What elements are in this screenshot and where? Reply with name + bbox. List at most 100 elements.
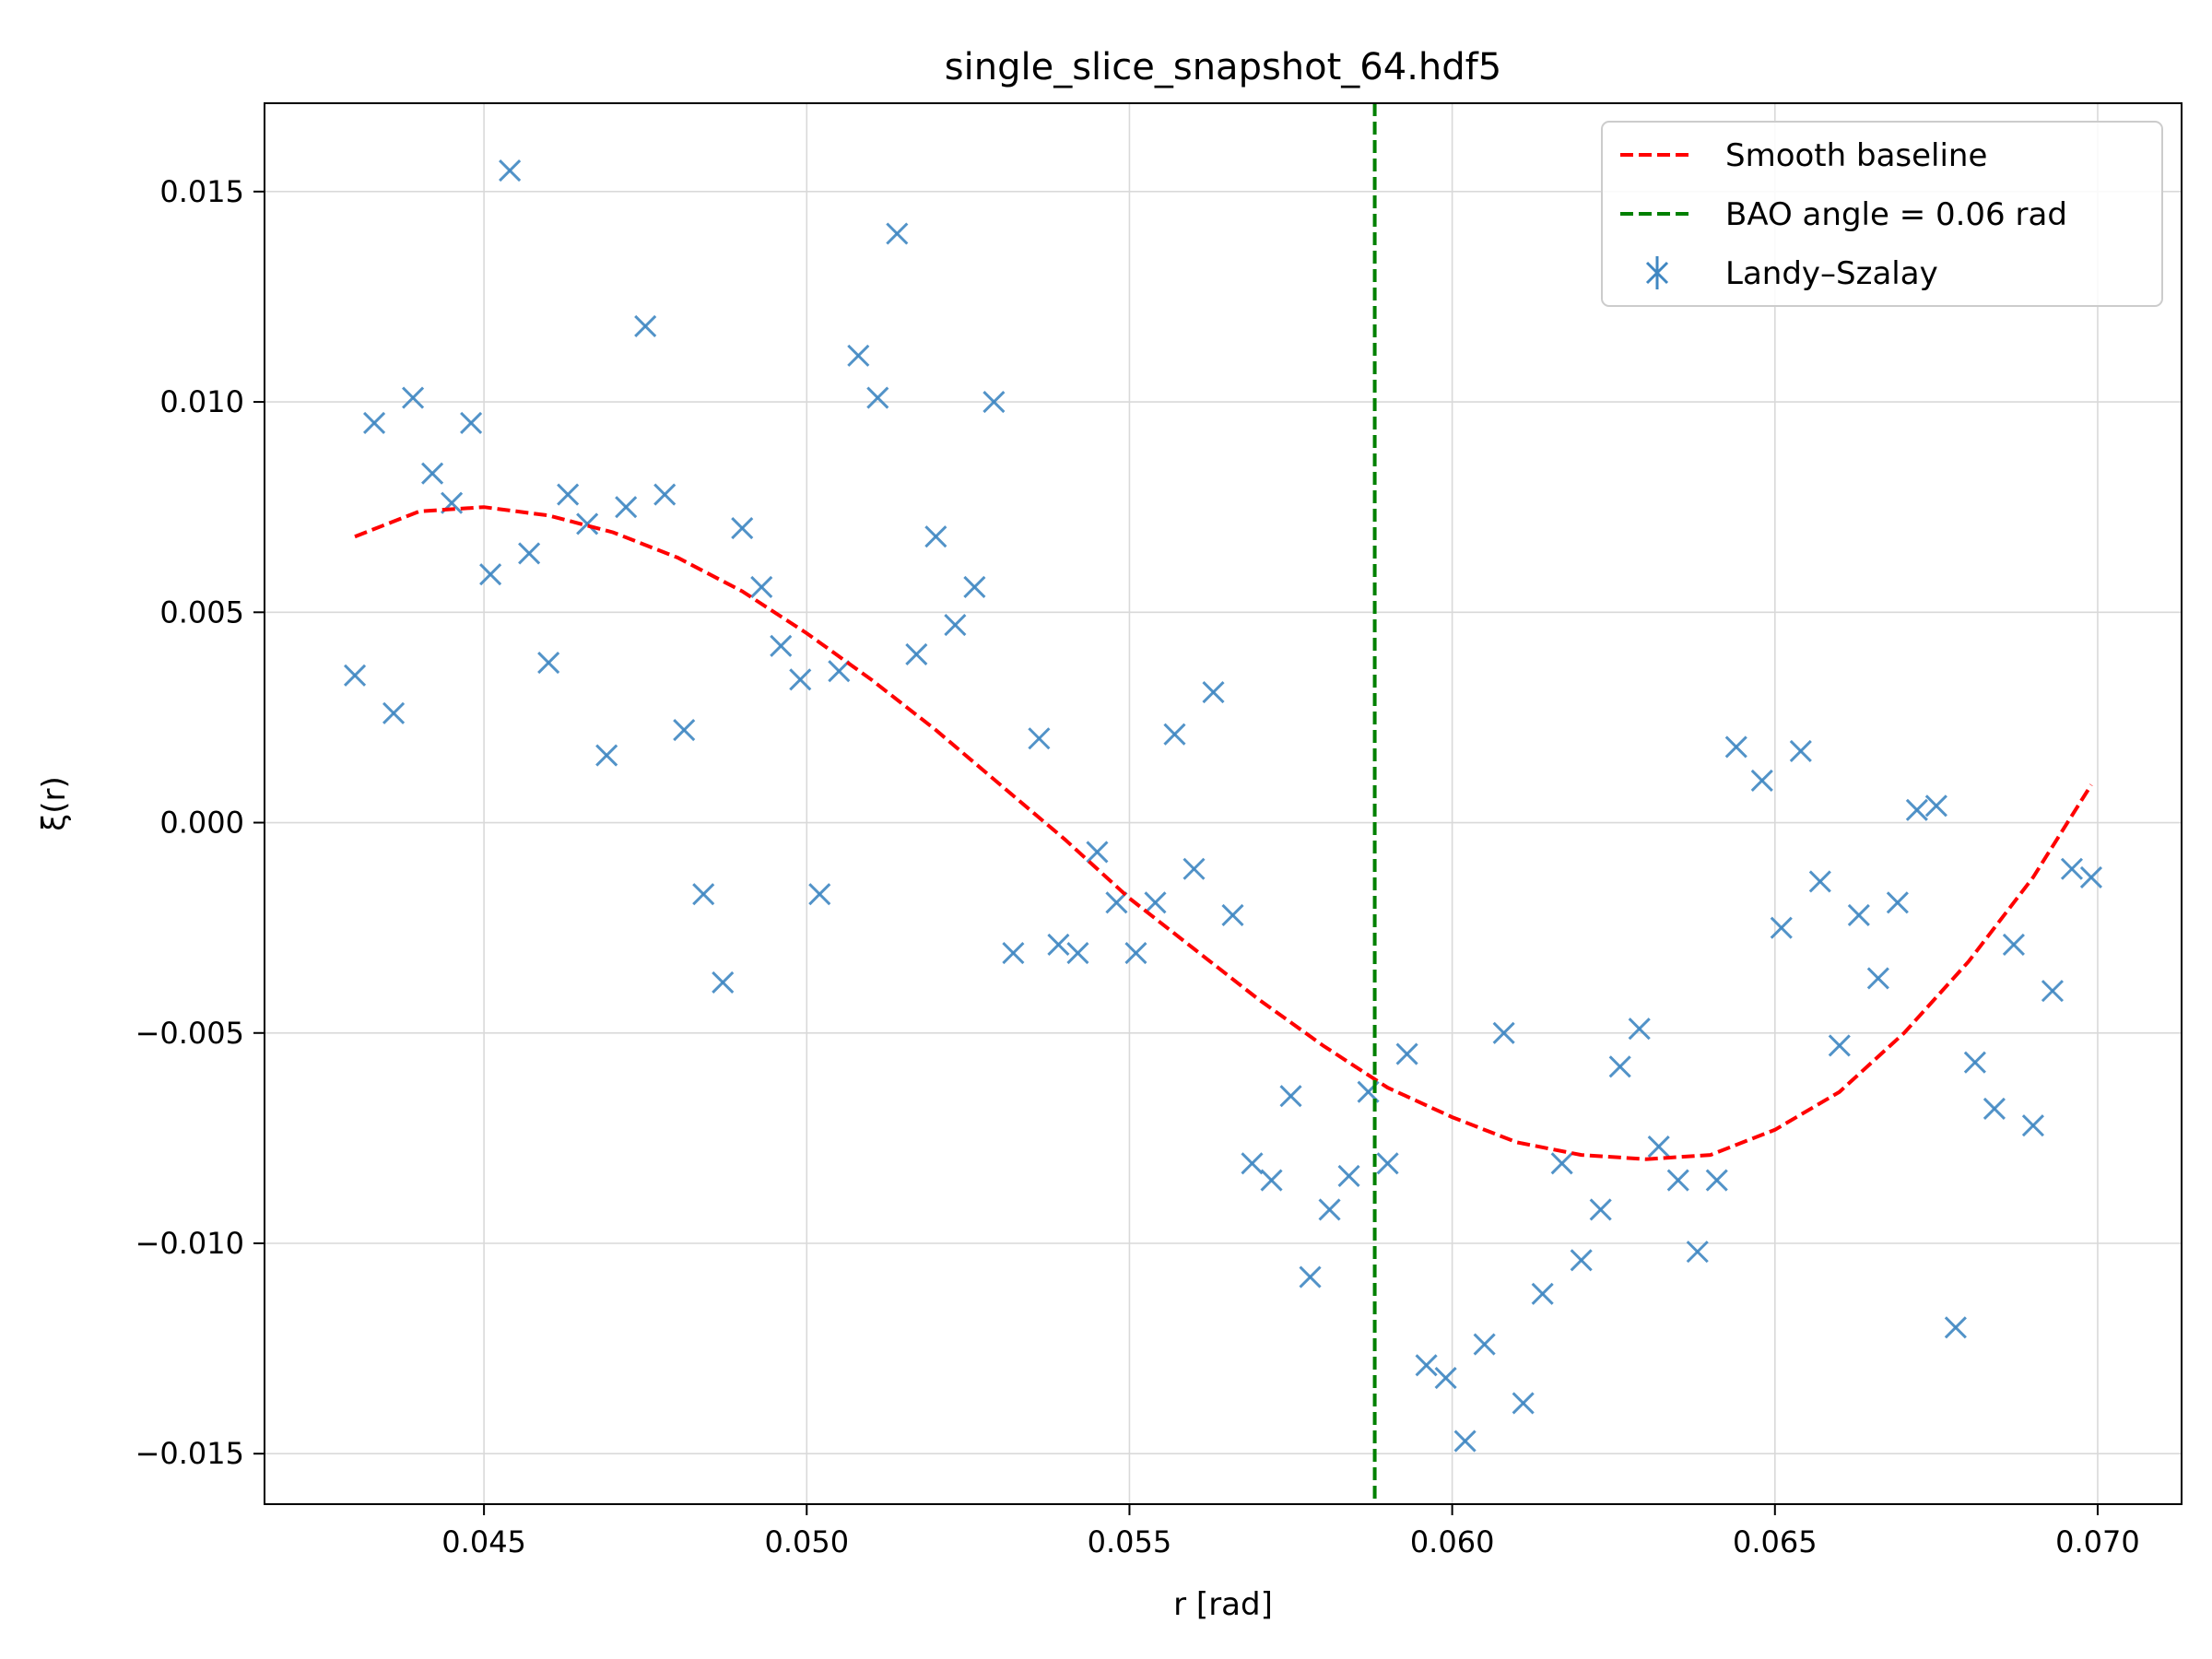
legend-frame	[1601, 121, 2163, 307]
data-point-64	[1589, 1198, 1612, 1221]
legend-label-landy-szalay: Landy–Szalay	[1725, 255, 1938, 292]
data-point-71	[1724, 735, 1747, 759]
data-point-61	[1531, 1282, 1554, 1305]
chart-title: single_slice_snapshot_64.hdf5	[945, 46, 1501, 88]
data-point-74	[1789, 739, 1812, 763]
data-point-54	[1395, 1042, 1418, 1065]
data-point-40	[1124, 941, 1147, 965]
data-point-60	[1512, 1392, 1535, 1415]
data-point-20	[731, 516, 754, 540]
legend-swatch-landy-szalay	[1645, 256, 1669, 289]
data-point-56	[1434, 1367, 1457, 1390]
data-point-55	[1415, 1354, 1438, 1377]
data-point-2	[382, 701, 406, 724]
x-tick-label-3: 0.060	[1410, 1524, 1495, 1559]
data-point-47	[1260, 1169, 1283, 1192]
data-point-77	[1847, 903, 1870, 927]
data-point-76	[1828, 1034, 1851, 1057]
data-point-48	[1279, 1085, 1302, 1108]
x-tick-label-5: 0.070	[2055, 1524, 2140, 1559]
data-point-51	[1337, 1164, 1360, 1188]
data-point-17	[673, 719, 696, 742]
x-tick-label-2: 0.055	[1088, 1524, 1172, 1559]
data-point-68	[1666, 1169, 1689, 1192]
data-point-59	[1492, 1021, 1515, 1044]
data-point-89	[2079, 865, 2103, 888]
data-point-10	[537, 652, 560, 675]
data-point-87	[2041, 980, 2064, 1003]
data-point-43	[1182, 857, 1206, 880]
data-point-75	[1808, 870, 1831, 893]
data-point-24	[808, 883, 831, 906]
legend-label-bao-angle: BAO angle = 0.06 rad	[1725, 196, 2067, 233]
data-point-26	[847, 344, 870, 367]
data-point-66	[1628, 1018, 1651, 1041]
data-point-12	[576, 512, 599, 535]
data-point-32	[963, 575, 986, 598]
y-tick-label-4: −0.005	[135, 1016, 244, 1051]
data-point-23	[789, 668, 812, 691]
data-point-79	[1886, 891, 1909, 914]
data-point-42	[1163, 723, 1186, 746]
data-point-15	[634, 314, 657, 337]
plot-frame	[264, 102, 2183, 1505]
data-point-83	[1963, 1051, 1986, 1074]
data-point-82	[1944, 1316, 1967, 1339]
data-point-62	[1550, 1152, 1573, 1175]
data-point-72	[1750, 769, 1773, 792]
legend-label-smooth-baseline: Smooth baseline	[1725, 137, 1987, 174]
data-point-4	[421, 462, 444, 485]
data-point-49	[1299, 1265, 1322, 1288]
data-point-69	[1686, 1241, 1709, 1264]
x-axis-ticks: 0.045 0.050 0.055 0.060 0.065 0.070	[441, 1504, 2140, 1559]
data-point-81	[1924, 794, 1947, 818]
data-point-38	[1086, 841, 1109, 864]
x-tick-label-4: 0.065	[1733, 1524, 1818, 1559]
x-tick-label-1: 0.050	[764, 1524, 849, 1559]
data-point-29	[905, 642, 928, 666]
data-point-88	[2060, 857, 2084, 880]
y-axis-ticks: 0.015 0.010 0.005 0.000 −0.005 −0.010 −0.015	[135, 174, 265, 1471]
data-point-31	[944, 613, 967, 637]
data-point-6	[460, 411, 483, 434]
data-point-27	[866, 386, 889, 409]
y-tick-label-3: 0.000	[159, 806, 244, 841]
data-point-78	[1866, 967, 1889, 990]
data-point-13	[595, 744, 618, 767]
data-point-53	[1376, 1152, 1399, 1175]
data-point-7	[479, 563, 502, 586]
data-point-80	[1905, 798, 1928, 821]
data-point-57	[1453, 1430, 1477, 1453]
data-point-33	[982, 391, 1006, 414]
x-tick-label-0: 0.045	[441, 1524, 526, 1559]
data-point-85	[2002, 933, 2025, 956]
data-point-67	[1647, 1135, 1670, 1159]
data-point-70	[1705, 1169, 1728, 1192]
data-point-36	[1047, 933, 1070, 956]
data-point-84	[1983, 1097, 2006, 1120]
legend: Smooth baseline BAO angle = 0.06 rad Lan…	[1601, 121, 2163, 307]
y-axis-label: ξ(r)	[36, 776, 73, 830]
y-tick-label-6: −0.015	[135, 1436, 244, 1471]
data-point-41	[1144, 891, 1167, 914]
data-point-22	[770, 634, 793, 657]
data-point-21	[750, 575, 773, 598]
y-tick-label-2: 0.005	[159, 594, 244, 629]
data-point-35	[1028, 727, 1051, 750]
scatter-layer	[343, 159, 2103, 1453]
data-point-37	[1066, 941, 1089, 965]
y-tick-label-5: −0.010	[135, 1226, 244, 1261]
x-axis-label: r [rad]	[1173, 1586, 1273, 1623]
data-point-9	[518, 542, 541, 565]
data-point-50	[1318, 1198, 1341, 1221]
data-point-28	[886, 222, 909, 245]
data-point-8	[499, 159, 522, 182]
data-point-44	[1202, 680, 1225, 704]
data-point-86	[2021, 1114, 2044, 1137]
data-point-30	[924, 525, 947, 548]
data-point-34	[1002, 941, 1025, 965]
data-point-1	[362, 411, 386, 434]
smooth-baseline-line	[354, 505, 2093, 1161]
data-point-19	[712, 971, 735, 994]
